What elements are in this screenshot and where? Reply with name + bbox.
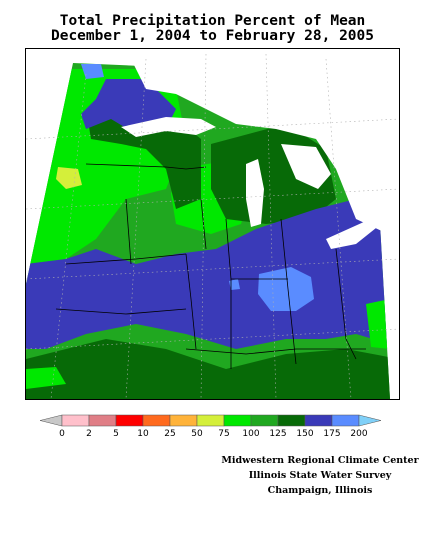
credit-line-3: Champaign, Illinois — [267, 485, 373, 496]
legend-swatch — [115, 414, 144, 427]
zone-200-plus — [258, 267, 314, 311]
lat-lon-grid — [26, 53, 399, 399]
map-title-line-2: December 1, 2004 to February 28, 2005 — [50, 28, 374, 44]
legend-label: 100 — [242, 429, 259, 438]
legend-swatch — [277, 414, 306, 427]
color-legend: 0 2 5 10 25 50 75 100 125 150 175 200 — [38, 413, 388, 439]
zone-100-125-southwest — [26, 367, 66, 389]
legend-label: 2 — [86, 429, 92, 438]
legend-swatch — [88, 414, 117, 427]
credit-line-1: Midwestern Regional Climate Center — [221, 455, 419, 466]
legend-swatch — [304, 414, 333, 427]
legend-swatch — [39, 414, 63, 427]
zone-100-125-east — [366, 299, 390, 349]
legend-swatch — [223, 414, 252, 427]
legend-swatch — [196, 414, 225, 427]
legend-swatch — [358, 414, 382, 427]
legend-swatch — [250, 414, 279, 427]
legend-swatch — [142, 414, 171, 427]
precipitation-map — [25, 48, 400, 400]
legend-label: 125 — [269, 429, 286, 438]
legend-label: 50 — [191, 429, 203, 438]
legend-label: 0 — [59, 429, 65, 438]
legend-swatch — [169, 414, 198, 427]
legend-label: 10 — [137, 429, 149, 438]
lake-erie — [326, 221, 381, 249]
great-lakes — [121, 117, 381, 249]
legend-label: 25 — [164, 429, 175, 438]
legend-label: 150 — [296, 429, 313, 438]
state-borders — [55, 163, 366, 369]
zone-200-plus-small — [229, 279, 240, 290]
legend-label: 75 — [218, 429, 229, 438]
legend-swatch — [331, 414, 360, 427]
credit-line-2: Illinois State Water Survey — [248, 470, 392, 481]
legend-label: 175 — [323, 429, 340, 438]
lake-superior — [121, 117, 216, 137]
zone-200-plus-north — [81, 64, 104, 79]
map-title-line-1: Total Precipitation Percent of Mean — [59, 13, 366, 29]
zone-150-175-north — [86, 107, 201, 209]
legend-label: 5 — [113, 429, 119, 438]
lake-michigan — [246, 159, 264, 227]
legend-swatch — [61, 414, 90, 427]
legend-label: 200 — [350, 429, 367, 438]
lake-huron — [281, 144, 331, 189]
zone-150-175-south — [26, 339, 390, 399]
no-data-region — [126, 49, 399, 239]
